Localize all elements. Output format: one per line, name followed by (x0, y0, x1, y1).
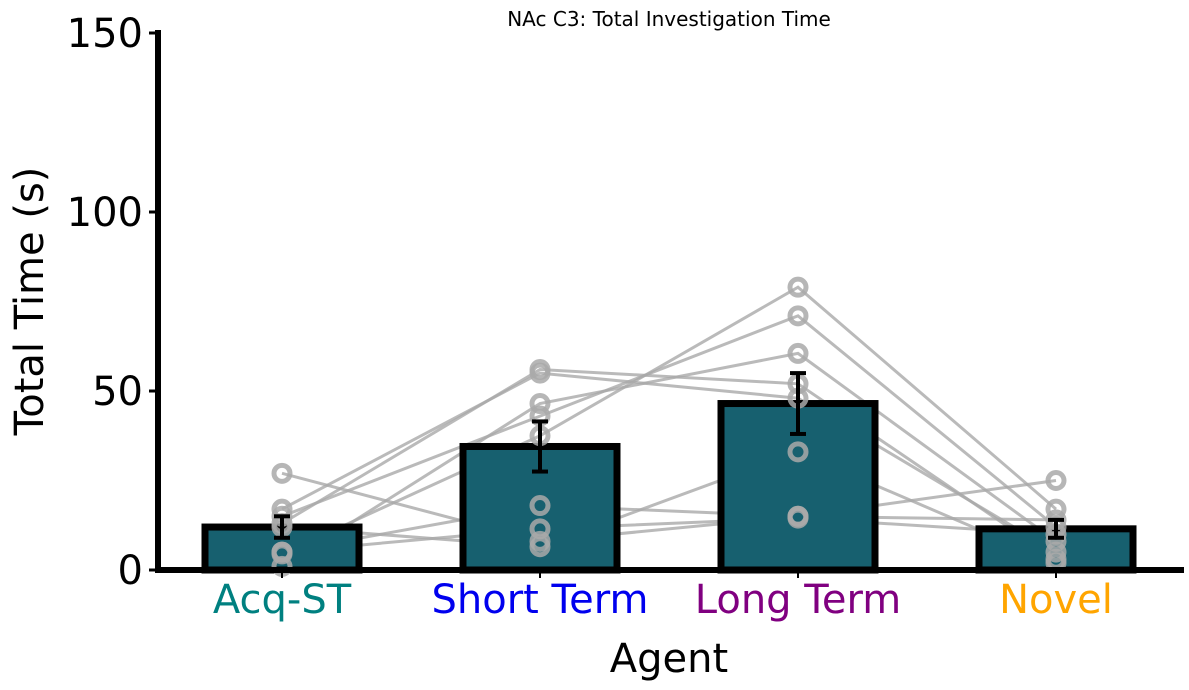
subject-point-8-2 (529, 393, 551, 415)
y-axis-label: Total Time (s) (7, 167, 53, 437)
y-tick-label: 0 (118, 548, 143, 594)
subject-points (271, 276, 1067, 577)
subject-point-9-3 (787, 441, 809, 463)
subject-line-4 (281, 367, 1057, 561)
subject-line-3 (281, 314, 1057, 529)
subject-point-5-2 (529, 495, 551, 517)
x-axis-label: Agent (610, 636, 728, 682)
subject-line-6 (281, 516, 1057, 554)
subject-point-4-2 (529, 359, 551, 381)
subject-point-1-4 (1045, 470, 1067, 491)
subject-point-8-3 (787, 342, 809, 364)
x-tick-label: Novel (999, 577, 1113, 623)
subject-line-2 (281, 371, 1057, 554)
x-ticks: Acq-ST Short Term Long Term Novel (213, 570, 1113, 623)
subject-line-1 (281, 471, 1057, 543)
subject-point-6-3 (787, 507, 809, 529)
error-bar-1 (274, 514, 290, 540)
subject-line-9 (281, 450, 1057, 565)
subject-point-7-4 (1045, 498, 1067, 520)
chart-title: NAc C3: Total Investigation Time (507, 7, 831, 31)
error-bars (274, 371, 1064, 540)
subject-point-9-2 (529, 536, 551, 558)
error-bar-2 (532, 419, 548, 474)
subject-line-7 (281, 285, 1057, 556)
x-tick-label: Acq-ST (213, 577, 352, 623)
axes (155, 30, 1184, 573)
subject-point-1-1 (271, 462, 293, 484)
y-ticks: 0 50 100 150 (67, 11, 158, 594)
y-tick-label: 100 (67, 190, 143, 236)
x-tick-label: Short Term (431, 577, 648, 623)
subject-line-8 (281, 351, 1057, 568)
error-bar-4 (1048, 517, 1064, 540)
subject-point-3-3 (787, 305, 809, 327)
subject-line-5 (281, 504, 1057, 554)
error-bar-3 (790, 371, 806, 436)
subject-lines (281, 285, 1057, 568)
subject-point-7-3 (787, 276, 809, 298)
subject-point-7-1 (271, 543, 293, 565)
y-tick-label: 150 (67, 11, 143, 57)
x-tick-label: Long Term (695, 577, 901, 623)
y-tick-label: 50 (92, 369, 143, 415)
